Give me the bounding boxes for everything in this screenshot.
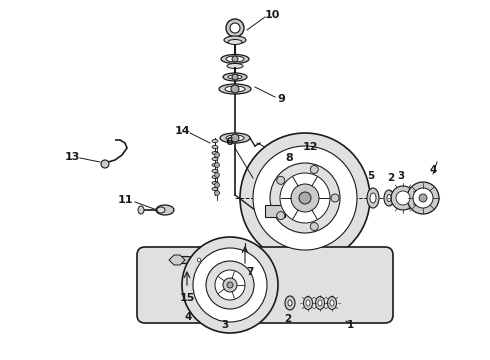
Ellipse shape <box>212 188 218 190</box>
Circle shape <box>280 173 330 223</box>
Ellipse shape <box>219 84 251 94</box>
Circle shape <box>231 134 239 142</box>
Ellipse shape <box>212 163 218 166</box>
Circle shape <box>182 237 278 333</box>
Ellipse shape <box>138 206 144 214</box>
Ellipse shape <box>207 258 209 262</box>
Ellipse shape <box>212 145 218 149</box>
Circle shape <box>270 163 340 233</box>
Circle shape <box>101 160 109 168</box>
Ellipse shape <box>197 258 200 262</box>
Circle shape <box>215 183 220 188</box>
Text: 2: 2 <box>388 173 394 183</box>
Text: 7: 7 <box>246 267 254 277</box>
Circle shape <box>391 186 415 210</box>
Ellipse shape <box>228 40 242 45</box>
Ellipse shape <box>262 178 274 186</box>
Ellipse shape <box>327 297 337 310</box>
Text: 11: 11 <box>117 195 133 205</box>
Ellipse shape <box>227 63 243 68</box>
Ellipse shape <box>212 176 218 179</box>
Ellipse shape <box>156 205 174 215</box>
Circle shape <box>310 166 318 174</box>
Ellipse shape <box>370 193 376 203</box>
Ellipse shape <box>195 255 203 265</box>
Text: 5: 5 <box>368 171 375 181</box>
Ellipse shape <box>221 54 249 63</box>
Text: 4: 4 <box>429 165 437 175</box>
Circle shape <box>215 270 245 300</box>
Circle shape <box>291 184 319 212</box>
Ellipse shape <box>316 297 324 310</box>
Text: 2: 2 <box>284 314 292 324</box>
Bar <box>265 205 285 217</box>
Ellipse shape <box>306 300 310 306</box>
Text: 14: 14 <box>174 126 190 136</box>
Circle shape <box>240 133 370 263</box>
Circle shape <box>226 19 244 37</box>
Ellipse shape <box>223 73 247 81</box>
Ellipse shape <box>224 36 246 44</box>
Ellipse shape <box>212 170 218 172</box>
Ellipse shape <box>387 194 391 202</box>
Ellipse shape <box>214 256 220 264</box>
FancyBboxPatch shape <box>137 247 393 323</box>
Ellipse shape <box>367 188 379 208</box>
Circle shape <box>253 146 357 250</box>
Ellipse shape <box>330 300 334 306</box>
Ellipse shape <box>204 256 212 265</box>
Circle shape <box>277 212 285 220</box>
Ellipse shape <box>220 133 250 143</box>
Text: 15: 15 <box>179 293 195 303</box>
Circle shape <box>227 282 233 288</box>
Circle shape <box>231 85 239 93</box>
Ellipse shape <box>212 158 218 161</box>
Circle shape <box>232 56 238 62</box>
Circle shape <box>310 222 318 230</box>
Ellipse shape <box>228 75 242 79</box>
Circle shape <box>230 23 240 33</box>
Text: 12: 12 <box>302 142 318 152</box>
Text: 13: 13 <box>64 152 80 162</box>
Circle shape <box>407 182 439 214</box>
Text: 9: 9 <box>277 94 285 104</box>
Text: 3: 3 <box>221 320 229 330</box>
Ellipse shape <box>212 181 218 185</box>
Circle shape <box>396 191 410 205</box>
Text: 1: 1 <box>346 320 354 330</box>
Ellipse shape <box>318 300 322 306</box>
Text: 4: 4 <box>184 312 192 322</box>
Circle shape <box>277 176 285 184</box>
Ellipse shape <box>225 86 245 92</box>
Ellipse shape <box>384 190 394 206</box>
Text: 6: 6 <box>225 137 233 147</box>
Polygon shape <box>169 255 185 265</box>
Circle shape <box>215 162 220 167</box>
Circle shape <box>419 194 427 202</box>
Circle shape <box>206 261 254 309</box>
Circle shape <box>299 192 311 204</box>
Circle shape <box>215 190 220 195</box>
Ellipse shape <box>157 207 165 213</box>
Ellipse shape <box>212 152 218 154</box>
Ellipse shape <box>212 140 218 143</box>
Ellipse shape <box>288 300 292 306</box>
Circle shape <box>215 172 220 177</box>
Ellipse shape <box>216 258 218 262</box>
Circle shape <box>331 194 339 202</box>
Ellipse shape <box>174 256 196 264</box>
Ellipse shape <box>226 56 244 62</box>
Circle shape <box>193 248 267 322</box>
Circle shape <box>232 74 238 80</box>
Ellipse shape <box>226 135 244 141</box>
Text: 3: 3 <box>397 171 405 181</box>
Ellipse shape <box>303 297 313 310</box>
Circle shape <box>215 153 220 158</box>
Circle shape <box>413 188 433 208</box>
Text: 10: 10 <box>264 10 280 20</box>
Ellipse shape <box>285 296 295 310</box>
Text: 8: 8 <box>285 153 293 163</box>
Circle shape <box>223 278 237 292</box>
